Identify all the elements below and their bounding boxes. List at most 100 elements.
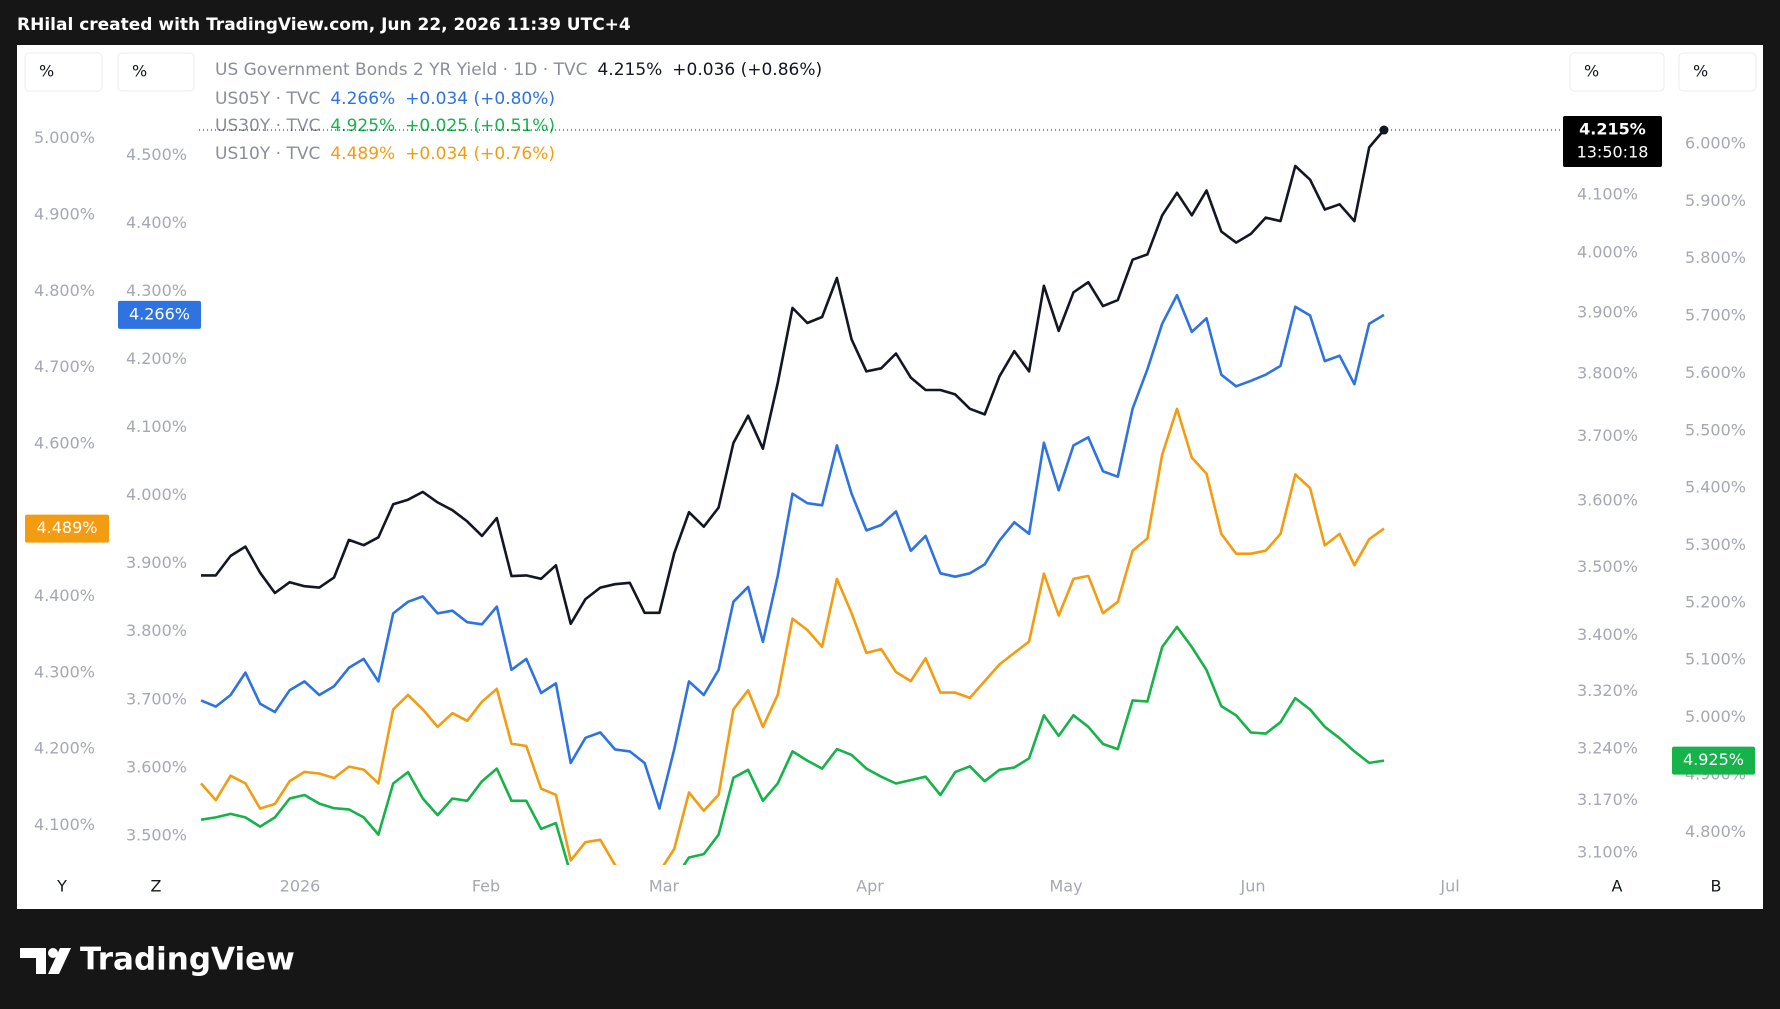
- countdown: 13:50:18: [1577, 143, 1649, 162]
- unit-button[interactable]: [24, 52, 103, 92]
- x-tick-label: Feb: [472, 877, 500, 896]
- y-tick-label: 3.600%: [126, 757, 187, 776]
- y-tick-label: 4.400%: [126, 213, 187, 232]
- legend-name: US10Y · TVC: [215, 144, 320, 164]
- y-tick-label: 5.600%: [1685, 363, 1746, 382]
- y-tick-label: 5.000%: [1685, 707, 1746, 726]
- logo-mark: [20, 948, 46, 974]
- y-tick-label: 4.200%: [34, 739, 95, 758]
- unit-label[interactable]: %: [1693, 62, 1708, 81]
- y-tick-label: 4.700%: [34, 357, 95, 376]
- unit-button[interactable]: [1569, 52, 1665, 92]
- y-tick-label: 3.800%: [1577, 363, 1638, 382]
- series-line: [200, 293, 1385, 810]
- price-badge-label: 4.925%: [1683, 750, 1744, 769]
- legend-name: US Government Bonds 2 YR Yield · 1D · TV…: [215, 60, 587, 80]
- logo-slash: [48, 948, 71, 974]
- logo-dot: [48, 948, 58, 958]
- legend-last: 4.266%: [330, 89, 395, 109]
- axis-button[interactable]: [50, 875, 74, 899]
- unit-label[interactable]: %: [39, 62, 54, 81]
- axis-letter[interactable]: Y: [56, 877, 67, 896]
- y-tick-label: 3.900%: [1577, 302, 1638, 321]
- y-tick-label: 5.300%: [1685, 535, 1746, 554]
- axis-button[interactable]: [1704, 875, 1728, 899]
- y-tick-label: 3.800%: [126, 621, 187, 640]
- legend-change: +0.034 (+0.80%): [405, 89, 555, 109]
- chart-panel: [17, 45, 1763, 909]
- y-tick-label: 4.400%: [34, 586, 95, 605]
- legend-change: +0.025 (+0.51%): [405, 116, 555, 136]
- legend-name: US30Y · TVC: [215, 116, 320, 136]
- axis-button[interactable]: [144, 875, 168, 899]
- legend-last: 4.925%: [330, 116, 395, 136]
- axis-letter[interactable]: B: [1711, 877, 1722, 896]
- logo: TradingView: [20, 942, 295, 978]
- y-tick-label: 4.500%: [126, 145, 187, 164]
- y-tick-label: 4.200%: [126, 349, 187, 368]
- y-tick-label: 3.500%: [126, 825, 187, 844]
- legend-last: 4.489%: [330, 144, 395, 164]
- y-tick-label: 5.700%: [1685, 306, 1746, 325]
- last-point: [1379, 125, 1389, 135]
- y-tick-label: 3.600%: [1577, 491, 1638, 510]
- y-tick-label: 3.700%: [1577, 426, 1638, 445]
- y-tick-label: 4.800%: [1685, 822, 1746, 841]
- y-tick-label: 5.800%: [1685, 248, 1746, 267]
- y-tick-label: 3.700%: [126, 689, 187, 708]
- x-tick-label: May: [1049, 877, 1082, 896]
- series-line: [201, 129, 1385, 626]
- y-tick-label: 4.100%: [1577, 185, 1638, 204]
- x-tick-label: Apr: [856, 877, 884, 896]
- y-tick-label: 3.500%: [1577, 557, 1638, 576]
- legend-last: 4.215%: [597, 60, 662, 80]
- unit-label[interactable]: %: [1584, 62, 1599, 81]
- y-tick-label: 3.170%: [1577, 790, 1638, 809]
- y-tick-label: 4.300%: [126, 281, 187, 300]
- axis-letter[interactable]: Z: [151, 877, 162, 896]
- y-tick-label: 5.200%: [1685, 592, 1746, 611]
- y-tick-label: 4.600%: [34, 433, 95, 452]
- legend-change: +0.034 (+0.76%): [405, 144, 555, 164]
- y-tick-label: 5.400%: [1685, 478, 1746, 497]
- price-badge: [1672, 746, 1755, 775]
- unit-label[interactable]: %: [132, 62, 147, 81]
- y-tick-label: 3.400%: [1577, 625, 1638, 644]
- series-line: [200, 407, 1385, 865]
- y-tick-label: 4.100%: [34, 815, 95, 834]
- y-tick-label: 6.000%: [1685, 133, 1746, 152]
- y-tick-label: 5.100%: [1685, 650, 1746, 669]
- x-tick-label: 2026: [280, 877, 321, 896]
- x-tick-label: Jun: [1240, 877, 1266, 896]
- legend-entry: US Government Bonds 2 YR Yield · 1D · TV…: [215, 60, 822, 80]
- y-tick-label: 5.900%: [1685, 191, 1746, 210]
- legend-name: US05Y · TVC: [215, 89, 320, 109]
- brand: TradingView: [80, 942, 295, 978]
- y-tick-label: 5.000%: [34, 128, 95, 147]
- y-tick-label: 4.900%: [34, 205, 95, 224]
- legend-entry: US05Y · TVC 4.266% +0.034 (+0.80%): [215, 89, 555, 109]
- unit-button[interactable]: [1678, 52, 1757, 92]
- axis-button[interactable]: [1605, 875, 1629, 899]
- y-tick-label: 5.500%: [1685, 420, 1746, 439]
- price-badge: [1563, 116, 1662, 168]
- series-line: [200, 625, 1385, 865]
- unit-button[interactable]: [117, 52, 195, 92]
- y-tick-label: 3.900%: [126, 553, 187, 572]
- y-tick-label: 3.320%: [1577, 681, 1638, 700]
- y-tick-label: 4.100%: [126, 417, 187, 436]
- x-tick-label: Mar: [649, 877, 680, 896]
- price-badge-label: 4.215%: [1579, 120, 1646, 139]
- price-badge-label: 4.266%: [129, 304, 190, 323]
- y-tick-label: 4.300%: [34, 662, 95, 681]
- legend-change: +0.036 (+0.86%): [672, 60, 822, 80]
- plot: [200, 129, 1385, 865]
- y-tick-label: 3.100%: [1577, 842, 1638, 861]
- x-tick-label: Jul: [1439, 877, 1459, 896]
- y-tick-label: 4.000%: [1577, 243, 1638, 262]
- price-badge: [118, 300, 201, 329]
- y-tick-label: 3.240%: [1577, 738, 1638, 757]
- axis-letter[interactable]: A: [1612, 877, 1623, 896]
